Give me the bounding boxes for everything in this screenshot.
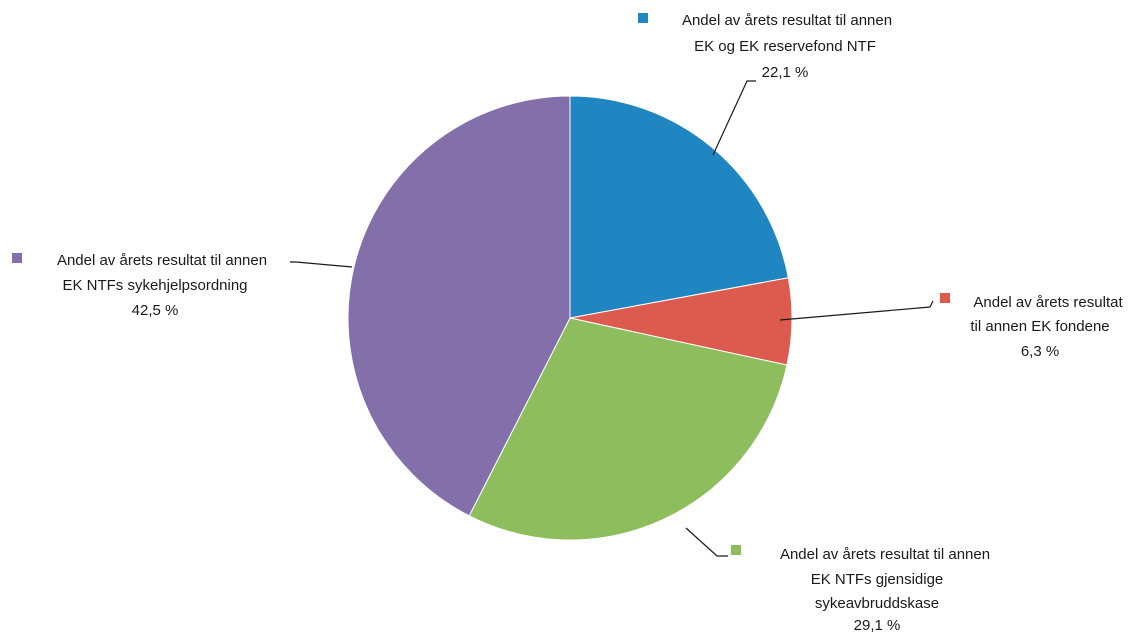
data-label-3: Andel av årets resultat til annen EK NTFs… xyxy=(685,527,990,634)
slice-label-1-line-2: EK og EK reservefond NTF xyxy=(694,38,876,55)
slice-label-4-line-2: EK NTFs sykehjelpsordning xyxy=(62,277,247,294)
slice-label-4-line-1: Andel av årets resultat til annen xyxy=(57,252,267,269)
leader-line-4 xyxy=(290,261,353,268)
slice-label-3-line-3: sykeavbruddskase xyxy=(815,595,939,612)
leader-line-1 xyxy=(712,80,756,156)
data-label-1: Andel av årets resultat til annen EK og E… xyxy=(638,12,892,156)
legend-marker-2 xyxy=(940,293,950,303)
slice-label-3-line-1: Andel av årets resultat til annen xyxy=(780,546,990,563)
slice-label-1-line-1: Andel av årets resultat til annen xyxy=(682,12,892,29)
pie-slice-1 xyxy=(569,95,789,319)
leader-line-2 xyxy=(779,300,934,321)
slice-value-label-2: 6,3 % xyxy=(1021,343,1059,360)
data-label-2: Andel av årets resultat til annen EK fond… xyxy=(779,293,1123,360)
slice-value-label-3: 29,1 % xyxy=(854,617,901,634)
slice-label-2-line-2: til annen EK fondene xyxy=(970,318,1109,335)
slice-value-label-4: 42,5 % xyxy=(132,302,179,319)
slice-value-label-1: 22,1 % xyxy=(762,64,809,81)
pie-slice-3 xyxy=(468,317,788,541)
legend-marker-4 xyxy=(12,253,22,263)
slice-label-2-line-1: Andel av årets resultat xyxy=(973,294,1123,311)
legend-marker-3 xyxy=(731,545,741,555)
legend-marker-1 xyxy=(638,13,648,23)
pie-slice-4 xyxy=(347,95,571,517)
slice-label-3-line-2: EK NTFs gjensidige xyxy=(811,571,944,588)
leader-line-3 xyxy=(685,527,728,557)
data-label-4: Andel av årets resultat til annen EK NTFs… xyxy=(12,252,353,319)
